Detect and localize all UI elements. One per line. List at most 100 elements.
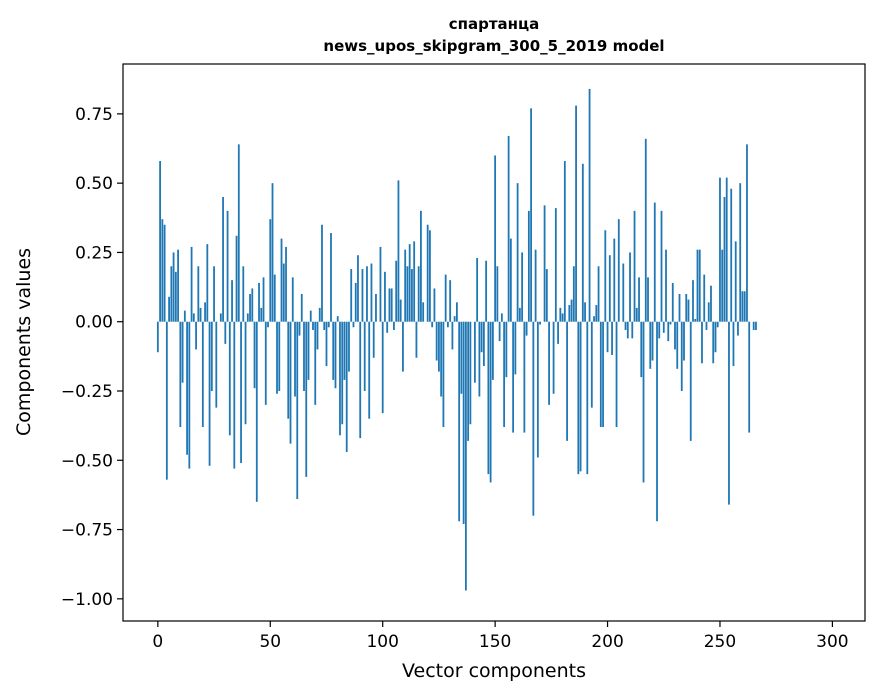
bar-46 — [260, 307, 263, 322]
bar-125 — [438, 321, 440, 372]
bar-135 — [460, 321, 463, 394]
bar-99 — [379, 246, 382, 322]
bar-127 — [442, 321, 445, 428]
bar-41 — [249, 294, 251, 322]
bar-56 — [282, 263, 285, 322]
bar-52 — [273, 274, 276, 322]
bar-28 — [219, 313, 222, 322]
bar-31 — [226, 210, 229, 322]
bar-95 — [370, 263, 373, 322]
bar-230 — [674, 321, 676, 350]
bar-194 — [593, 316, 595, 322]
bar-210 — [629, 252, 631, 322]
x-tick-label: 250 — [704, 632, 736, 652]
bar-152 — [498, 321, 501, 342]
bar-4 — [165, 321, 168, 480]
bar-253 — [725, 177, 728, 322]
bar-221 — [653, 202, 656, 322]
bar-80 — [336, 316, 339, 322]
bar-231 — [676, 321, 679, 369]
bar-261 — [743, 291, 746, 322]
bar-154 — [503, 321, 506, 428]
bar-256 — [732, 321, 735, 367]
bar-191 — [586, 321, 589, 475]
bar-136 — [462, 321, 465, 525]
bar-222 — [656, 321, 658, 522]
bar-126 — [440, 321, 443, 397]
bar-250 — [719, 177, 721, 322]
bar-10 — [179, 321, 182, 428]
bar-159 — [514, 321, 517, 375]
bar-229 — [671, 282, 674, 322]
bar-232 — [678, 294, 681, 322]
bar-150 — [494, 155, 497, 322]
y-tick-label: 0.25 — [75, 243, 113, 263]
bar-1 — [159, 160, 161, 322]
bar-120 — [426, 224, 429, 322]
bar-170 — [539, 321, 541, 325]
bar-45 — [258, 282, 260, 322]
chart-subtitle: news_upos_skipgram_300_5_2019 model — [323, 37, 664, 55]
bar-188 — [579, 321, 582, 472]
bar-133 — [456, 302, 458, 322]
bar-122 — [431, 321, 434, 328]
bar-91 — [361, 269, 364, 322]
bar-252 — [723, 197, 726, 322]
bar-49 — [267, 321, 269, 328]
bar-81 — [339, 321, 341, 436]
bar-146 — [485, 260, 488, 322]
bar-248 — [714, 321, 717, 353]
bar-29 — [222, 197, 224, 322]
bar-62 — [296, 321, 299, 500]
bar-182 — [566, 321, 568, 441]
bar-13 — [186, 321, 188, 455]
bar-225 — [662, 321, 665, 333]
bar-190 — [584, 302, 586, 322]
bar-20 — [201, 321, 204, 428]
bar-32 — [228, 321, 231, 436]
bar-15 — [190, 246, 193, 322]
bar-212 — [633, 210, 636, 322]
bar-22 — [206, 244, 209, 322]
bar-73 — [321, 224, 323, 322]
bar-217 — [644, 138, 647, 322]
bar-102 — [386, 321, 389, 333]
bar-149 — [491, 321, 494, 380]
bar-157 — [509, 238, 512, 322]
bar-214 — [638, 277, 640, 322]
bar-113 — [411, 269, 413, 322]
bar-26 — [215, 321, 218, 408]
bar-166 — [530, 108, 532, 322]
bar-220 — [651, 321, 654, 361]
bar-17 — [195, 321, 197, 350]
bar-66 — [305, 321, 308, 477]
bar-168 — [534, 249, 537, 322]
bar-160 — [516, 183, 519, 322]
bar-112 — [408, 244, 411, 322]
bar-63 — [298, 321, 301, 336]
bar-53 — [276, 321, 278, 394]
bar-76 — [327, 321, 330, 328]
bar-79 — [334, 321, 337, 389]
bar-145 — [482, 321, 485, 367]
bar-114 — [413, 241, 416, 322]
bar-38 — [242, 266, 245, 322]
bar-7 — [172, 252, 175, 322]
bar-33 — [231, 280, 233, 322]
bar-236 — [687, 299, 690, 322]
bar-12 — [183, 310, 186, 322]
bar-242 — [701, 321, 703, 364]
bar-117 — [420, 210, 422, 322]
bar-105 — [393, 321, 395, 331]
bar-208 — [624, 321, 627, 331]
bar-234 — [683, 321, 685, 361]
bar-176 — [552, 321, 555, 394]
bar-144 — [480, 321, 483, 353]
bar-104 — [390, 288, 393, 322]
bar-30 — [224, 321, 227, 344]
bar-165 — [527, 210, 530, 322]
bar-138 — [467, 321, 470, 441]
x-tick-label: 150 — [479, 632, 511, 652]
bar-155 — [505, 321, 508, 378]
bar-239 — [694, 318, 697, 322]
